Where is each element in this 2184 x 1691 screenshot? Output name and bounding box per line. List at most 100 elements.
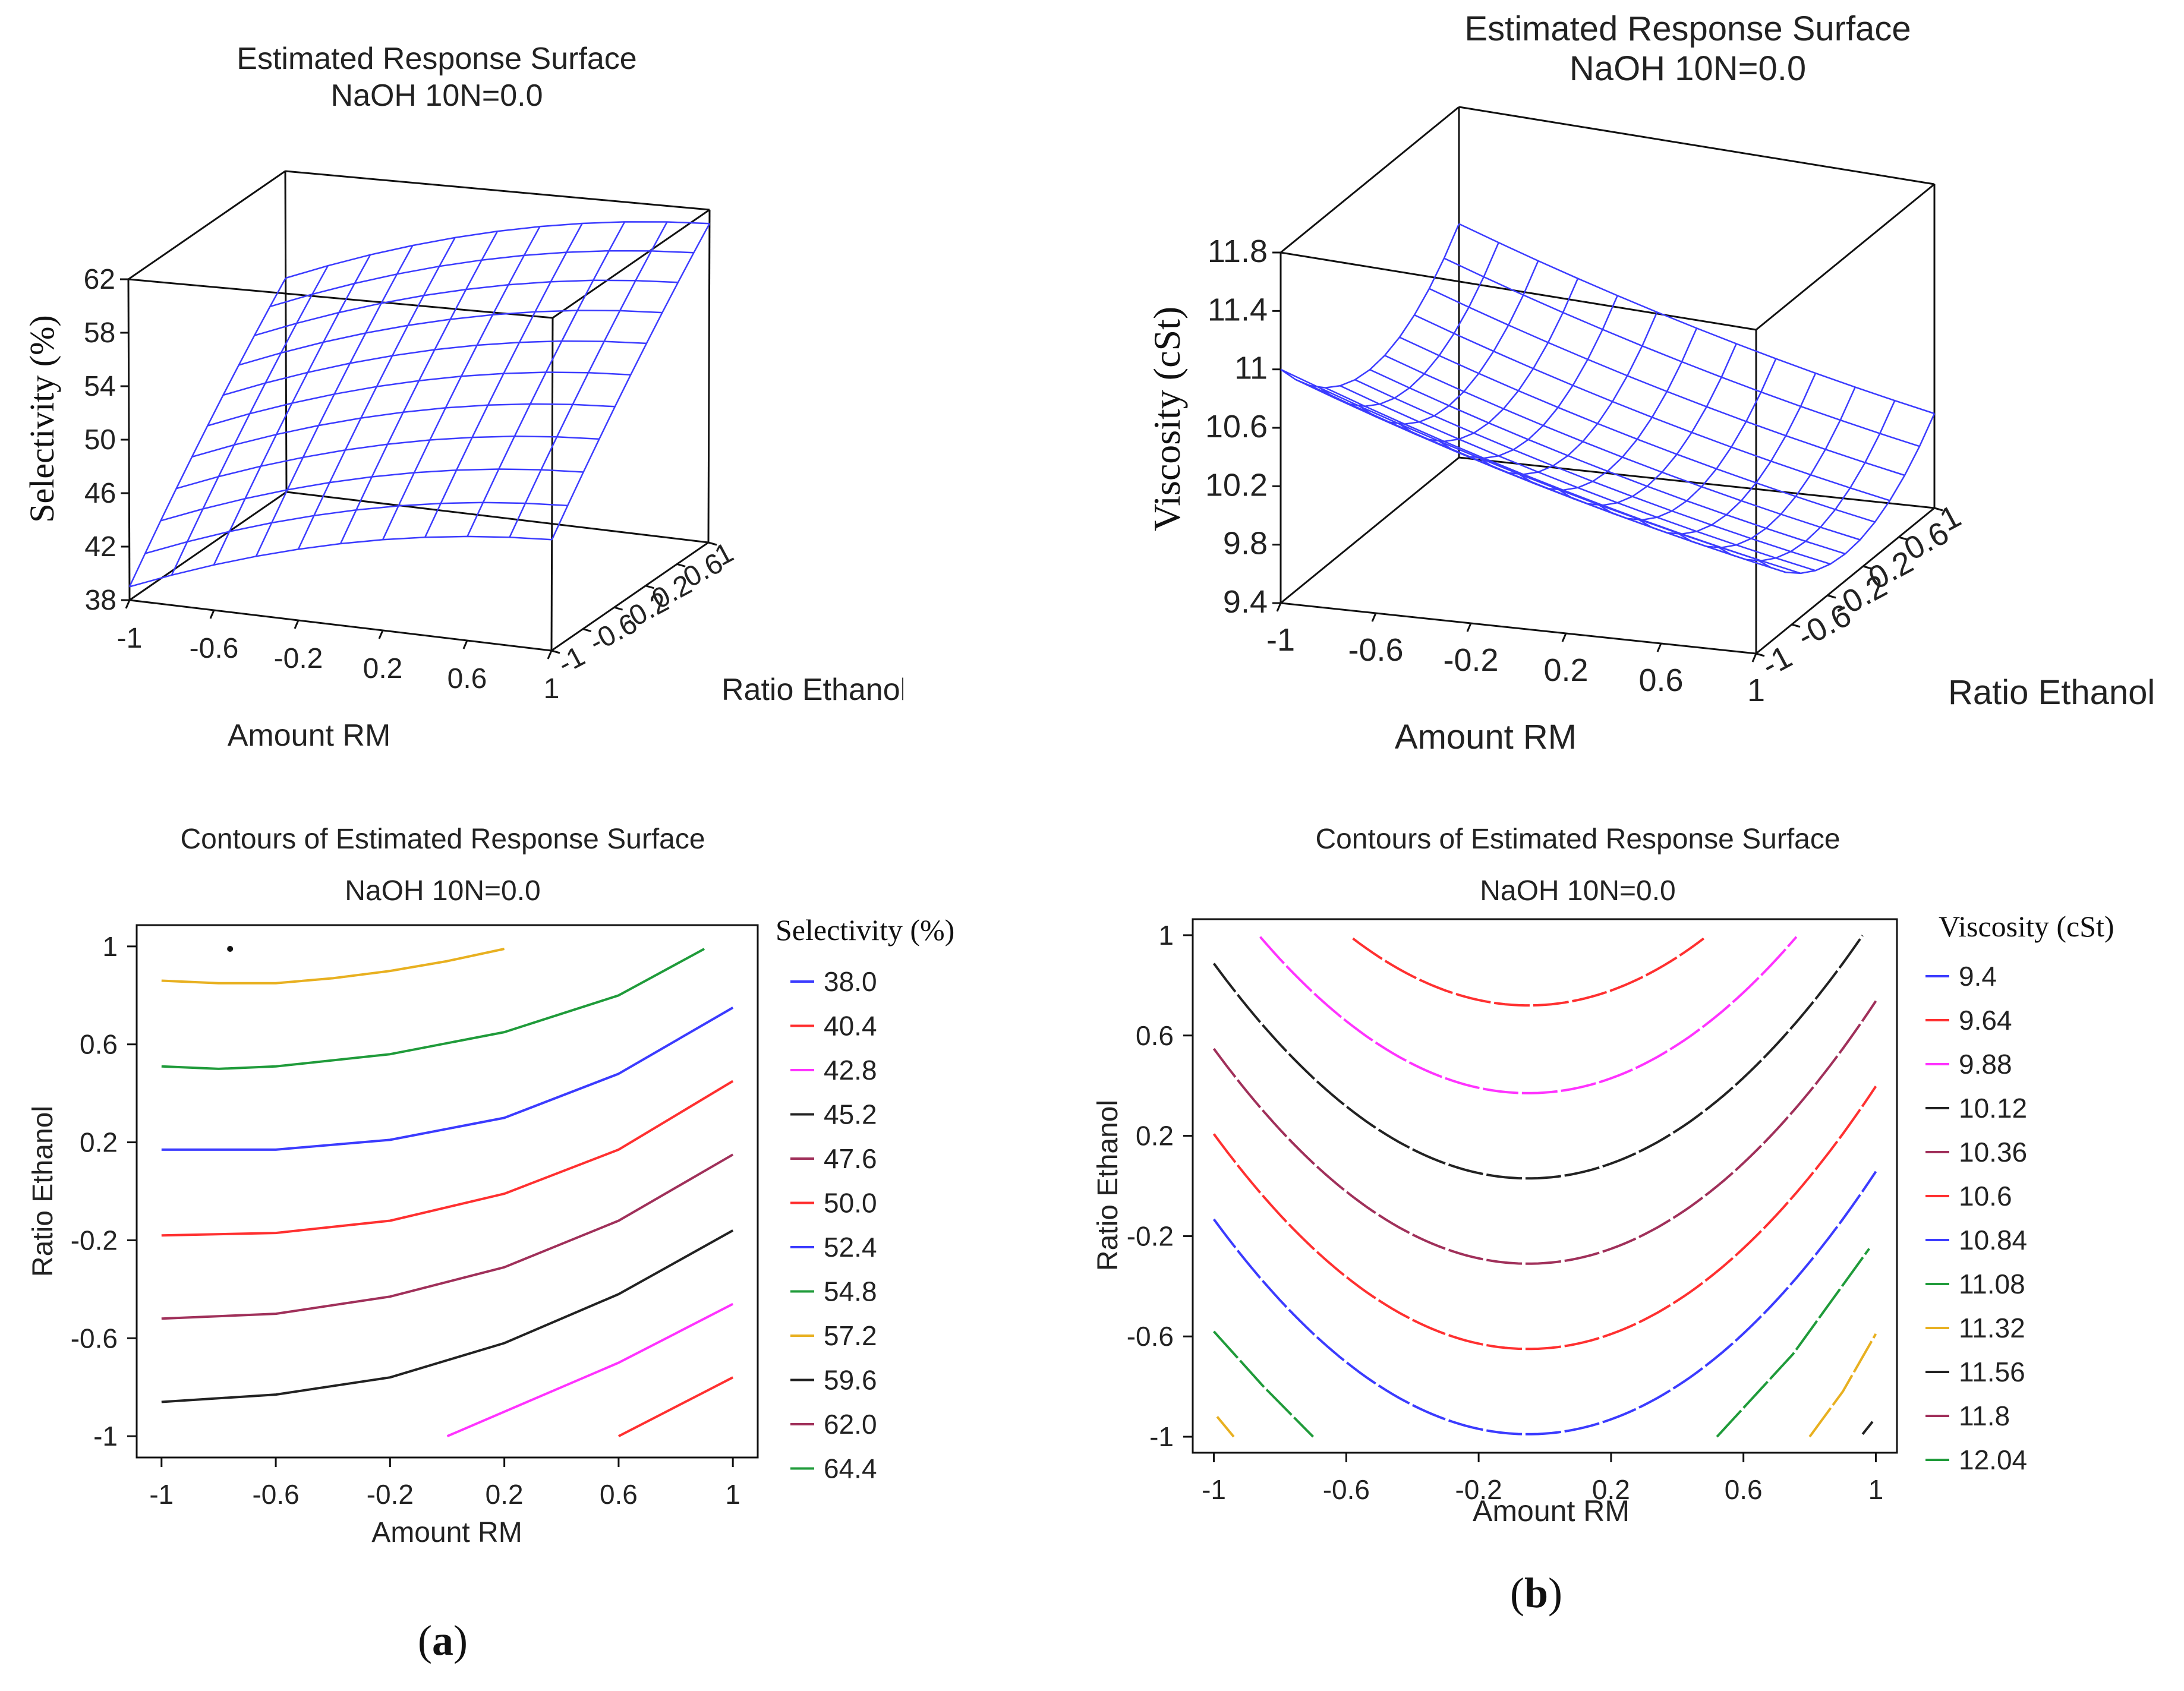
- x-tick-label: -0.2: [1443, 642, 1498, 678]
- contour-line: [1216, 1416, 1235, 1438]
- mesh-line: [238, 310, 663, 366]
- y-tick-label: 0.6: [80, 1029, 118, 1060]
- x-tick-label: 0.6: [447, 663, 487, 695]
- x-tick: [1561, 633, 1567, 642]
- contour-lines: [161, 945, 734, 1438]
- x-tick: [1656, 643, 1662, 652]
- box-edge: [552, 209, 710, 319]
- box-edge: [128, 170, 286, 280]
- svg-text:(a): (a): [418, 1617, 468, 1664]
- y-tick: [708, 541, 717, 546]
- x-tick-label: 0.2: [363, 653, 403, 684]
- contour-line: [1213, 1330, 1315, 1438]
- z-tick-label: 10.6: [1205, 409, 1268, 444]
- contour-title: Contours of Estimated Response Surface: [180, 824, 705, 855]
- x-tick-label: 0.2: [486, 1479, 524, 1510]
- y-axis-label: Ratio Ethanol: [1092, 1100, 1124, 1271]
- x-tick: [1371, 613, 1377, 622]
- legend: 38.0 40.4 42.8 45.2 47.6 50.0 52.4 54.8 57.2 59.6…: [790, 966, 877, 1484]
- y-ticks: -1 -0.6 -0.2 0.2 0.6 1: [1127, 920, 1193, 1452]
- mesh-line: [255, 245, 414, 557]
- surface-subtitle: NaOH 10N=0.0: [331, 78, 543, 113]
- x-tick: [547, 650, 553, 660]
- mesh-line: [551, 223, 710, 540]
- contour-line: [1861, 1421, 1874, 1436]
- x-tick-label: -0.6: [1348, 632, 1403, 668]
- x-tick: [1276, 602, 1282, 612]
- box-edge: [129, 599, 552, 652]
- box-edge: [550, 317, 554, 651]
- z-axis-label: Viscosity (cSt): [1146, 307, 1188, 531]
- legend-title: Selectivity (%): [776, 913, 954, 947]
- y-axis-label-clip: Ratio Ethanol: [721, 673, 903, 707]
- mesh-line: [382, 226, 541, 540]
- z-tick-label: 42: [84, 531, 116, 563]
- panel-letter-b: b: [1524, 1569, 1548, 1617]
- mesh-line: [270, 250, 694, 308]
- legend-label: 50.0: [824, 1188, 877, 1219]
- x-tick-label: -1: [1266, 622, 1295, 658]
- x-tick-label: -1: [1202, 1474, 1226, 1505]
- plot-area: [135, 924, 759, 1459]
- x-tick-label: 0.6: [1725, 1474, 1763, 1505]
- y-axis-label: Ratio Ethanol: [1948, 673, 2155, 712]
- x-tick-label: 0.2: [1592, 1474, 1630, 1505]
- mesh-line: [254, 279, 678, 336]
- y-tick-label: 1: [102, 931, 118, 962]
- z-tick-label: 38: [85, 585, 116, 616]
- x-tick: [125, 600, 131, 609]
- y-tick-label: -0.2: [71, 1225, 118, 1255]
- y-tick-label: 0.2: [1136, 1121, 1174, 1151]
- plot-area: [1192, 918, 1898, 1454]
- legend-label: 62.0: [824, 1409, 877, 1440]
- contour-subtitle: NaOH 10N=0.0: [345, 875, 541, 907]
- x-ticks: -1 -0.6 -0.2 0.2 0.6 1: [149, 1457, 740, 1510]
- y-tick: [1791, 623, 1801, 628]
- contour-line: [161, 948, 505, 985]
- legend-label: 45.2: [824, 1099, 877, 1130]
- legend-label: 9.64: [1959, 1005, 2012, 1036]
- contour-line: [1259, 936, 1798, 1094]
- y-tick-label: -0.6: [71, 1323, 118, 1354]
- box-edge: [1458, 106, 1935, 185]
- data-point-marker: [227, 945, 234, 952]
- panel-label-b: (b): [1510, 1569, 1562, 1617]
- mesh-line: [129, 535, 552, 588]
- legend-label: 10.36: [1959, 1137, 2027, 1168]
- contour-lines: [1212, 935, 1877, 1438]
- mesh-line: [339, 231, 499, 544]
- x-tick-label: 0.6: [1638, 662, 1683, 698]
- box-edge: [707, 209, 711, 543]
- mesh-line: [1444, 257, 1920, 447]
- y-tick: [1756, 652, 1765, 657]
- box-edge: [1280, 456, 1460, 604]
- legend-label: 9.4: [1959, 961, 1997, 992]
- x-tick-label: 1: [1747, 673, 1765, 708]
- x-tick-label: 1: [544, 673, 560, 705]
- contour-line: [161, 1007, 734, 1151]
- legend-label: 9.88: [1959, 1049, 2012, 1080]
- x-tick-label: -0.6: [1323, 1474, 1370, 1505]
- legend-label: 54.8: [824, 1276, 877, 1307]
- mesh-line: [207, 371, 631, 427]
- surface-mesh: [128, 221, 710, 588]
- contour-line: [161, 948, 705, 1070]
- box-edge: [1756, 183, 1935, 331]
- z-axis-label: Selectivity (%): [23, 315, 61, 523]
- contour-line: [446, 1302, 734, 1438]
- mesh-line: [171, 265, 329, 576]
- y-tick-label: -0.2: [1127, 1220, 1174, 1251]
- mesh-line: [1756, 413, 1936, 575]
- contour-line: [1716, 1248, 1870, 1438]
- box-edge: [129, 491, 287, 601]
- legend-title: Viscosity (cSt): [1939, 910, 2114, 943]
- legend-label: 11.56: [1959, 1356, 2025, 1387]
- z-tick-label: 9.8: [1223, 526, 1268, 561]
- y-tick: [614, 606, 623, 611]
- legend-label: 11.8: [1959, 1400, 2010, 1431]
- x-tick-label: -0.2: [1455, 1474, 1502, 1505]
- y-axis-label: Ratio Ethanol: [27, 1106, 59, 1277]
- box-edge: [284, 171, 288, 493]
- mesh-line: [1458, 223, 1935, 415]
- mesh-line: [1429, 288, 1905, 477]
